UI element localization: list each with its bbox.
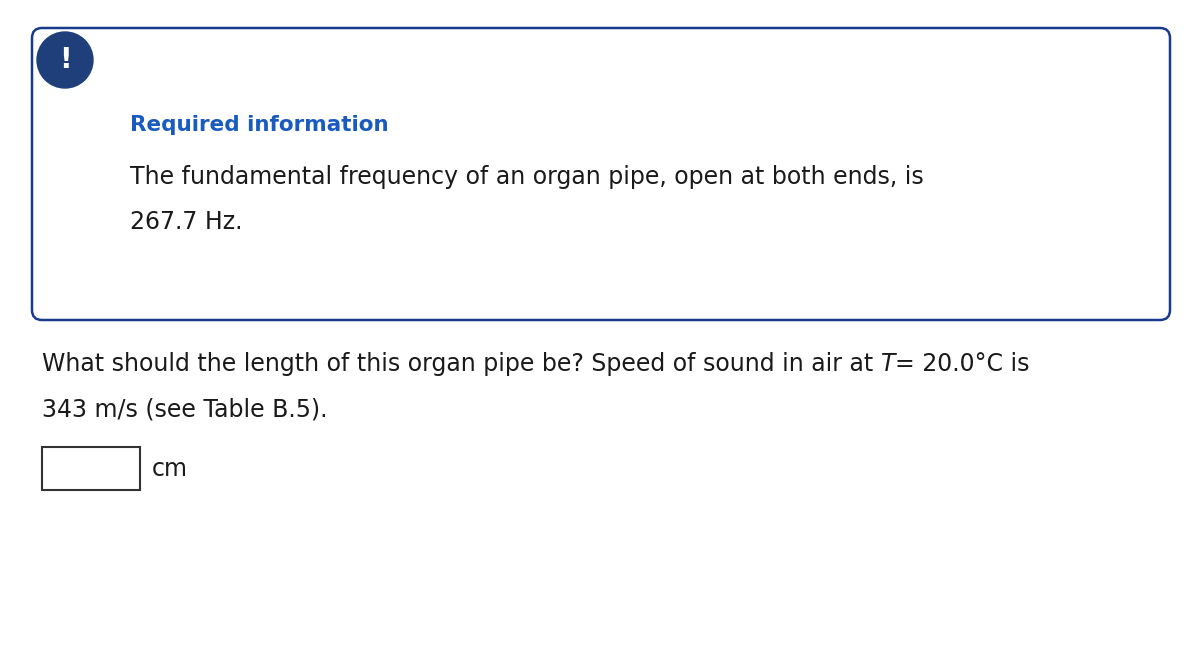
- Text: Required information: Required information: [130, 115, 389, 135]
- Circle shape: [37, 32, 94, 88]
- FancyBboxPatch shape: [32, 28, 1170, 320]
- Text: !: !: [59, 46, 71, 74]
- Text: = 20.0°C is: = 20.0°C is: [895, 352, 1030, 376]
- FancyBboxPatch shape: [42, 447, 140, 490]
- Text: cm: cm: [152, 456, 188, 480]
- Text: 267.7 Hz.: 267.7 Hz.: [130, 210, 242, 234]
- Text: The fundamental frequency of an organ pipe, open at both ends, is: The fundamental frequency of an organ pi…: [130, 165, 924, 189]
- Text: 343 m/s (see Table B.5).: 343 m/s (see Table B.5).: [42, 397, 328, 421]
- Text: T: T: [881, 352, 895, 376]
- Text: What should the length of this organ pipe be? Speed of sound in air at: What should the length of this organ pip…: [42, 352, 881, 376]
